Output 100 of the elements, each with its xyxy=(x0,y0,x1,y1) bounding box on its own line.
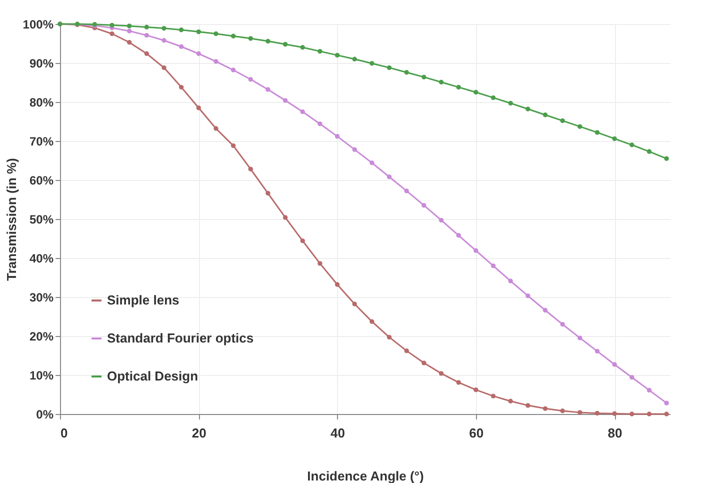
point xyxy=(386,174,392,180)
point xyxy=(630,412,634,416)
point xyxy=(144,24,149,30)
point xyxy=(266,87,270,92)
x-tick-label: 60 xyxy=(469,426,484,440)
point xyxy=(594,130,600,135)
point xyxy=(300,238,305,244)
point xyxy=(300,45,305,50)
point xyxy=(334,134,340,139)
point xyxy=(386,65,392,70)
point xyxy=(490,394,496,398)
point xyxy=(560,118,565,124)
point xyxy=(578,124,582,129)
x-tick-label: 40 xyxy=(330,426,346,440)
point xyxy=(646,412,652,416)
point xyxy=(266,190,270,196)
point xyxy=(144,32,149,38)
point xyxy=(422,74,426,80)
y-tick-label: 70% xyxy=(29,134,54,148)
point xyxy=(474,387,478,392)
point xyxy=(594,410,600,416)
point xyxy=(508,100,513,106)
point xyxy=(318,48,322,54)
point xyxy=(230,68,236,72)
point xyxy=(422,360,426,366)
y-tick-label: 60% xyxy=(29,174,54,188)
point xyxy=(126,28,132,34)
y-tick-label: 40% xyxy=(29,252,54,266)
point xyxy=(612,136,617,141)
point xyxy=(490,263,496,268)
point xyxy=(282,98,288,103)
point xyxy=(578,410,582,415)
point xyxy=(334,282,340,287)
x-tick-label: 20 xyxy=(192,426,206,440)
point xyxy=(162,26,166,31)
point xyxy=(126,24,132,28)
point xyxy=(630,375,634,380)
point xyxy=(438,80,444,84)
point xyxy=(490,95,496,100)
point xyxy=(352,56,357,62)
point xyxy=(526,293,530,298)
point xyxy=(110,31,114,36)
point xyxy=(422,203,426,208)
point xyxy=(282,42,288,47)
point xyxy=(542,308,548,313)
legend-label: Standard Fourier optics xyxy=(107,330,254,346)
point xyxy=(542,406,548,411)
point xyxy=(352,302,357,306)
point xyxy=(386,334,392,340)
point xyxy=(438,371,444,376)
point xyxy=(144,51,149,56)
point xyxy=(664,412,669,416)
point xyxy=(248,77,253,82)
x-tick-label: 80 xyxy=(608,426,622,440)
point xyxy=(646,388,652,393)
y-tick-label: 20% xyxy=(29,330,54,344)
point xyxy=(404,188,409,194)
point xyxy=(318,122,322,126)
point xyxy=(230,34,236,38)
y-tick-label: 0% xyxy=(36,408,54,422)
point xyxy=(300,109,305,114)
point xyxy=(196,106,201,110)
y-tick-label: 30% xyxy=(29,290,54,304)
point xyxy=(178,84,184,90)
point xyxy=(196,29,201,34)
point xyxy=(248,166,253,172)
point xyxy=(456,84,461,90)
point xyxy=(474,90,478,95)
y-tick-label: 80% xyxy=(29,96,54,110)
y-axis-title: Transmission (in %) xyxy=(4,158,19,281)
point xyxy=(404,70,409,75)
x-axis-title: Incidence Angle (°) xyxy=(307,468,424,483)
point xyxy=(664,400,669,406)
y-tick-label: 50% xyxy=(29,212,54,226)
point xyxy=(526,403,530,408)
y-tick-label: 100% xyxy=(22,18,54,32)
point xyxy=(162,65,166,70)
legend-label: Optical Design xyxy=(107,368,198,384)
point xyxy=(248,36,253,41)
legend-label: Simple lens xyxy=(107,292,180,308)
point xyxy=(560,322,565,327)
point xyxy=(214,31,218,36)
point xyxy=(664,156,669,161)
point xyxy=(594,348,600,354)
point xyxy=(646,149,652,154)
point xyxy=(162,38,166,43)
point xyxy=(370,160,374,166)
y-tick-label: 90% xyxy=(29,56,54,70)
point xyxy=(456,380,461,385)
point xyxy=(196,51,201,56)
point xyxy=(526,106,530,112)
point xyxy=(370,61,374,66)
y-tick-label: 10% xyxy=(29,368,54,382)
point xyxy=(404,348,409,354)
point xyxy=(282,215,288,220)
point xyxy=(266,38,270,44)
point xyxy=(178,28,184,32)
point xyxy=(542,112,548,118)
point xyxy=(560,408,565,414)
point xyxy=(612,411,617,416)
